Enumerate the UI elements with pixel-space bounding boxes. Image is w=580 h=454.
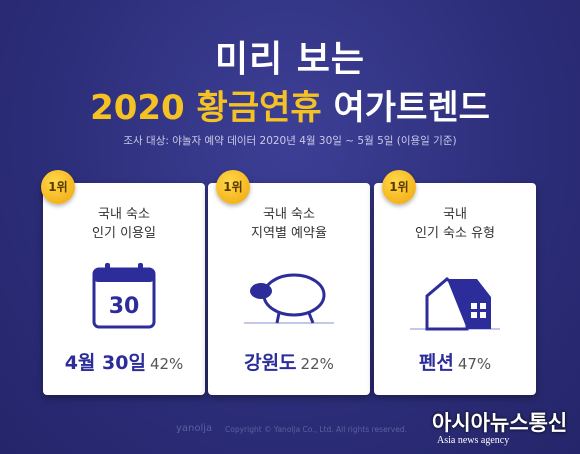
label-line: 지역별 예약율: [251, 226, 327, 241]
title-rest: 여가트렌드: [333, 88, 490, 128]
label-line: 국내: [443, 207, 467, 222]
brand: yanolja: [176, 423, 213, 434]
percent: 47%: [457, 355, 492, 373]
calendar-day: 30: [109, 294, 140, 319]
house-icon: [410, 277, 500, 331]
watermark: 아시아뉴스통신: [432, 411, 568, 435]
title-highlight: 2020 황금연휴: [90, 88, 322, 128]
rank-badge: 1위: [382, 170, 416, 204]
result: 펜션: [418, 352, 454, 374]
sheep-icon: [244, 273, 334, 324]
label-line: 국내 숙소: [263, 207, 315, 222]
card-result: 4월 30일 42%: [43, 348, 205, 375]
calendar-icon: 30: [92, 263, 156, 329]
result: 4월 30일: [64, 352, 146, 374]
label-line: 국내 숙소: [98, 207, 150, 222]
copyright: Copyright © Yanolja Co., Ltd. All rights…: [225, 425, 407, 434]
result: 강원도: [244, 352, 297, 374]
percent: 42%: [149, 355, 184, 373]
card-result: 펜션 47%: [374, 348, 536, 375]
rank-badge: 1위: [216, 170, 250, 204]
label-line: 인기 이용일: [92, 226, 156, 241]
rank-badge: 1위: [41, 170, 75, 204]
watermark-sub: Asia news agency: [437, 435, 510, 446]
title-line-1: 미리 보는: [214, 39, 365, 80]
card-result: 강원도 22%: [208, 348, 370, 375]
subtitle: 조사 대상: 야놀자 예약 데이터 2020년 4월 30일 ~ 5월 5일 (…: [123, 135, 457, 147]
label-line: 인기 숙소 유형: [414, 226, 496, 241]
percent: 22%: [300, 355, 334, 373]
title-line-2: 2020 황금연휴 여가트렌드: [0, 80, 580, 129]
